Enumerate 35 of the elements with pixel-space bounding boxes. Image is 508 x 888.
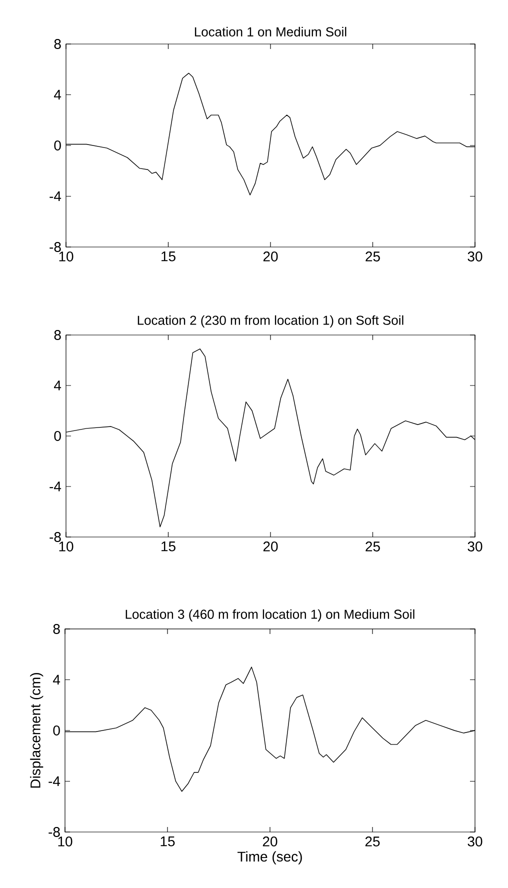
y-tick-label: -4	[48, 776, 60, 786]
y-tick-label: 4	[54, 380, 62, 390]
y-tick-label: -8	[50, 532, 61, 542]
y-tick-label: 4	[54, 90, 62, 100]
x-tick-label: 10	[59, 542, 74, 552]
y-tick-label: 0	[53, 726, 60, 736]
chart-title: Location 2 (230 m from location 1) on Soft Soil	[138, 315, 404, 328]
y-tick-label: 0	[54, 431, 61, 441]
y-tick-label: -4	[50, 482, 62, 492]
x-tick-label: 30	[468, 252, 482, 262]
x-tick-label: 25	[365, 836, 380, 846]
x-tick-label: 20	[263, 252, 278, 262]
y-tick-label: 8	[54, 39, 61, 49]
x-tick-label: 25	[366, 542, 380, 552]
x-axis-title: Time (sec)	[238, 851, 302, 864]
y-tick-label: 0	[54, 140, 61, 150]
x-tick-label: 10	[59, 252, 74, 262]
x-tick-label: 30	[468, 836, 482, 846]
chart-title: Location 3 (460 m from location 1) on Medium Soil	[126, 609, 414, 622]
x-tick-label: 30	[468, 542, 482, 552]
chart-title: Location 1 on Medium Soil	[194, 26, 346, 36]
y-tick-label: -8	[48, 827, 60, 837]
x-tick-label: 25	[366, 252, 380, 262]
x-tick-label: 20	[262, 836, 278, 846]
y-tick-label: 8	[54, 330, 61, 340]
x-tick-label: 15	[162, 252, 176, 262]
y-tick-label: -8	[50, 242, 61, 252]
y-tick-label: 4	[52, 674, 60, 685]
x-tick-label: 15	[162, 542, 176, 552]
x-tick-label: 20	[263, 542, 278, 552]
x-tick-label: 10	[58, 836, 72, 846]
x-tick-label: 15	[160, 836, 175, 846]
y-tick-label: -4	[50, 191, 62, 202]
y-tick-label: 8	[53, 624, 60, 634]
y-axis-title: Displacement (cm)	[30, 673, 44, 788]
